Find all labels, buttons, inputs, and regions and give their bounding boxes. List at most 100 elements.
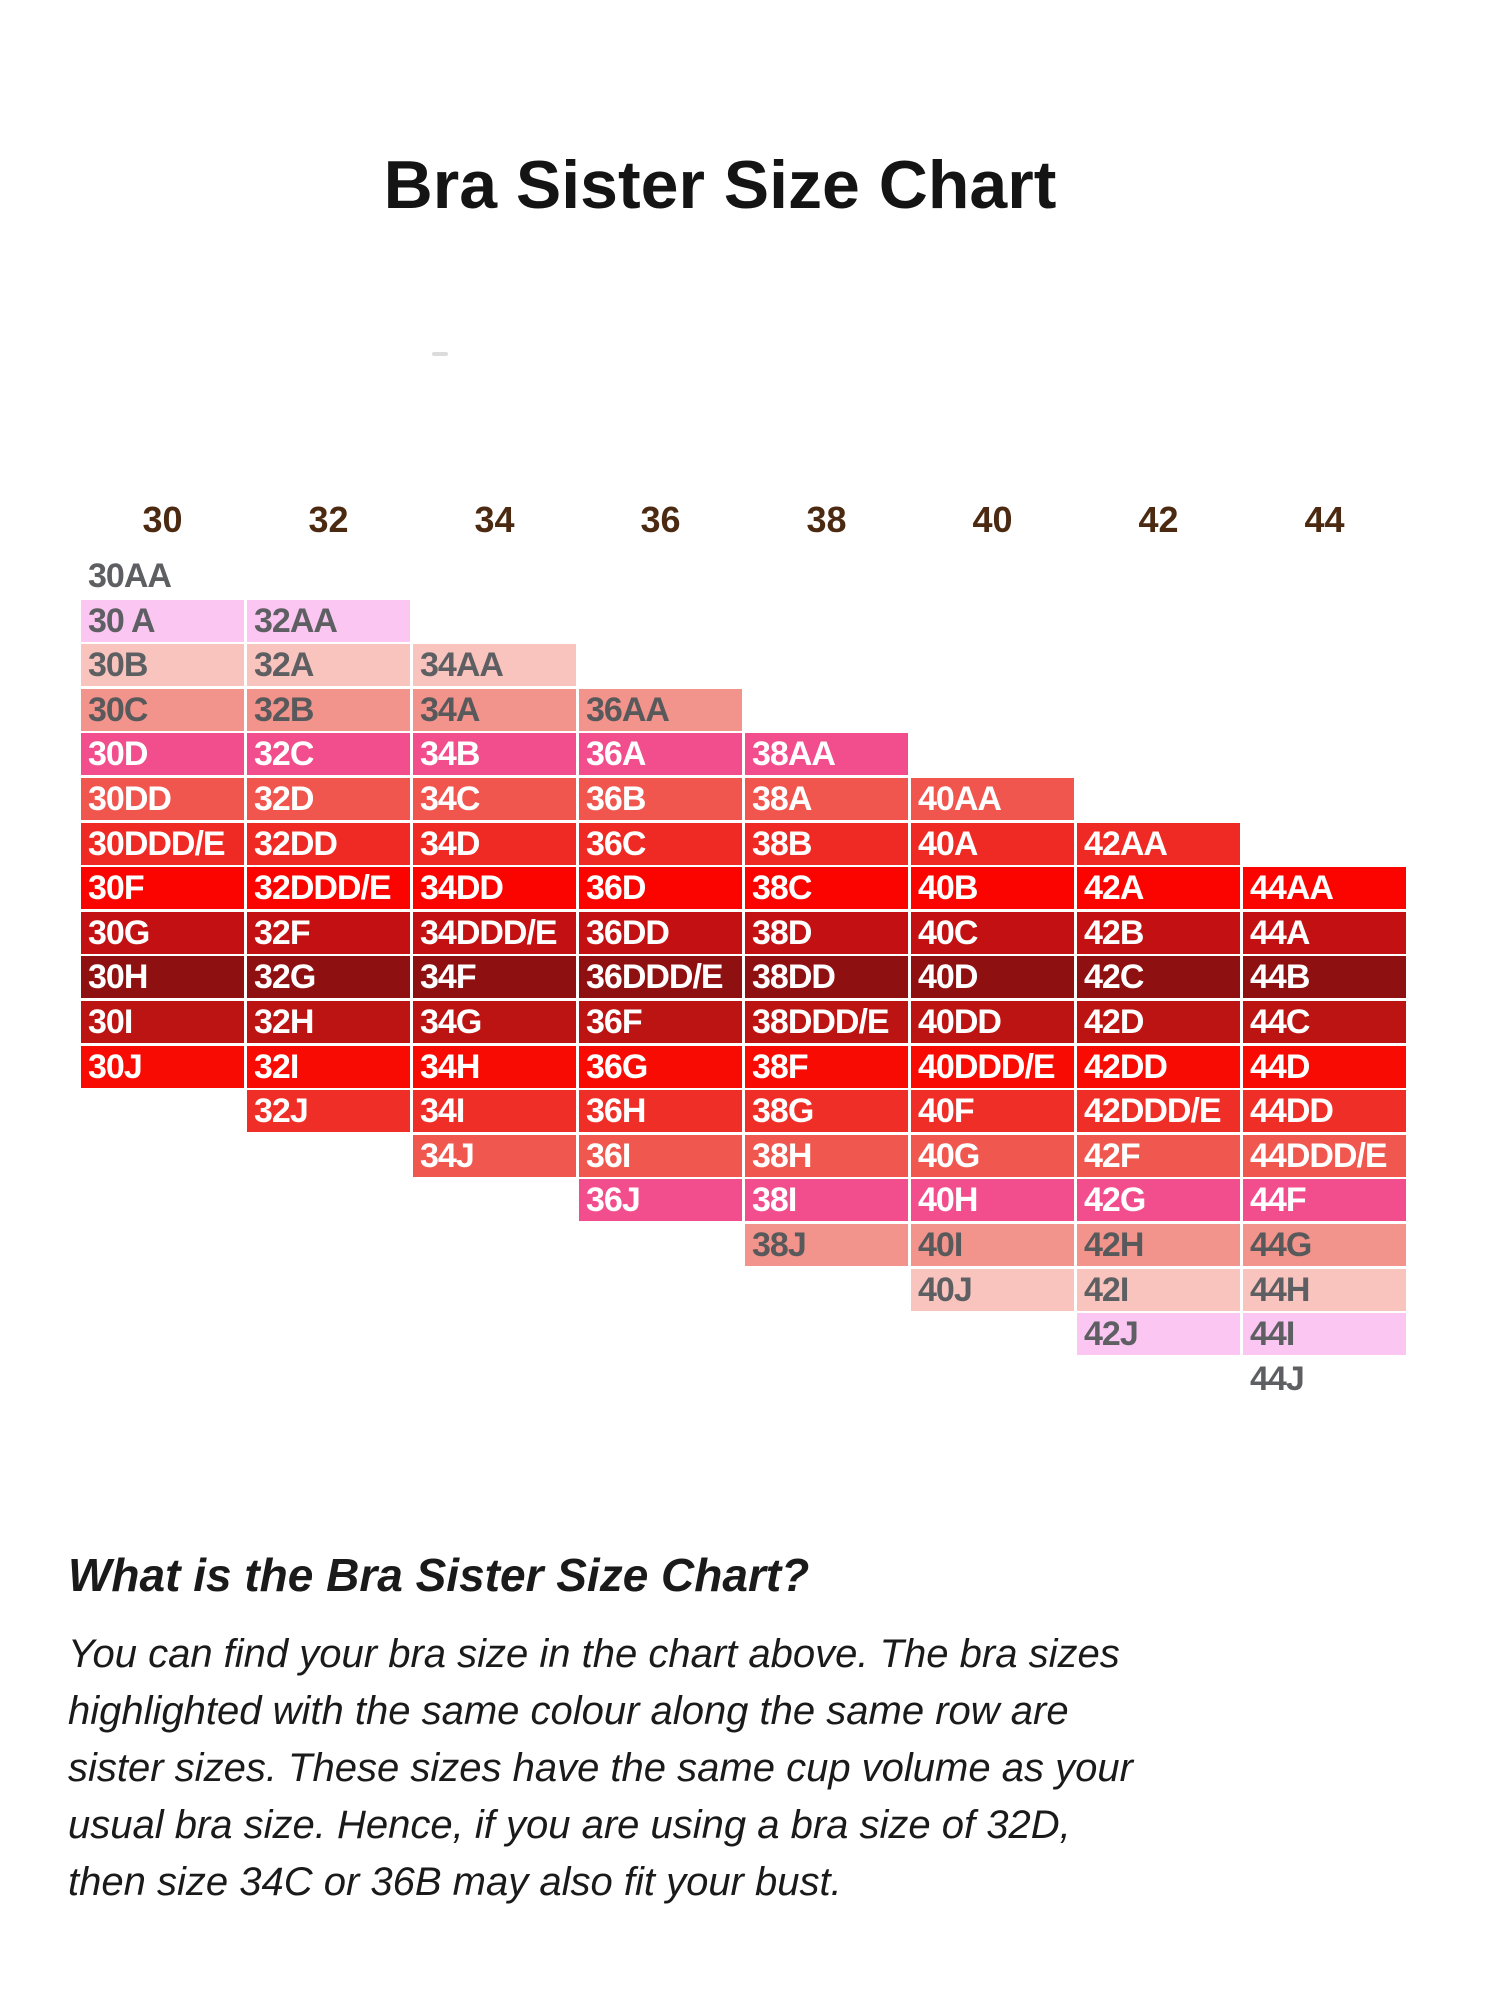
size-cell: 40AA [911,778,1074,820]
size-cell: 42C [1077,956,1240,998]
size-cell: 44AA [1243,867,1406,909]
size-cell: 30C [81,689,244,731]
size-cell: 30G [81,912,244,954]
size-cell: 44A [1243,912,1406,954]
size-cell: 32DDD/E [247,867,410,909]
size-cell: 44C [1243,1001,1406,1043]
size-cell: 38H [745,1135,908,1177]
size-cell: 40B [911,867,1074,909]
size-cell: 36H [579,1090,742,1132]
size-cell: 30I [81,1001,244,1043]
size-cell: 34J [413,1135,576,1177]
size-cell: 36AA [579,689,742,731]
size-cell: 42J [1077,1313,1240,1355]
size-cell: 38D [745,912,908,954]
size-cell: 40DDD/E [911,1046,1074,1088]
size-cell: 32A [247,644,410,686]
size-cell: 30B [81,644,244,686]
size-cell: 38B [745,823,908,865]
size-cell: 42DD [1077,1046,1240,1088]
size-cell: 32DD [247,823,410,865]
size-cell: 30DD [81,778,244,820]
size-cell: 38DD [745,956,908,998]
size-cell: 36C [579,823,742,865]
band-header: 38 [806,499,847,540]
band-header: 42 [1138,499,1179,540]
size-cell: 30H [81,956,244,998]
size-cell: 32C [247,733,410,775]
size-cell: 44G [1243,1224,1406,1266]
size-cell: 34D [413,823,576,865]
size-cell: 32B [247,689,410,731]
size-cell: 40C [911,912,1074,954]
size-cell: 40I [911,1224,1074,1266]
size-cell: 44F [1243,1179,1406,1221]
footer-paragraph-line: usual bra size. Hence, if you are using … [68,1803,1071,1847]
size-cell: 42I [1077,1269,1240,1311]
size-cell: 30AA [81,555,244,597]
size-cell: 34AA [413,644,576,686]
size-cell: 34B [413,733,576,775]
size-cell: 36G [579,1046,742,1088]
size-cell: 36D [579,867,742,909]
size-cell: 42G [1077,1179,1240,1221]
size-cell: 32J [247,1090,410,1132]
size-cell: 32D [247,778,410,820]
band-header: 30 [142,499,183,540]
page-title: Bra Sister Size Chart [383,147,1057,223]
size-cell: 38DDD/E [745,1001,908,1043]
size-cell: 44H [1243,1269,1406,1311]
size-cell: 40F [911,1090,1074,1132]
band-header: 36 [640,499,681,540]
size-cell: 40H [911,1179,1074,1221]
footer-paragraph-line: sister sizes. These sizes have the same … [68,1746,1133,1790]
footer-paragraph-line: highlighted with the same colour along t… [68,1689,1069,1733]
size-cell: 40DD [911,1001,1074,1043]
size-cell: 38F [745,1046,908,1088]
footer-paragraph-line: You can find your bra size in the chart … [68,1632,1120,1676]
size-cell: 44J [1243,1358,1406,1400]
footer-heading: What is the Bra Sister Size Chart? [68,1549,810,1601]
size-cell: 30DDD/E [81,823,244,865]
size-cell: 30D [81,733,244,775]
size-cell: 38I [745,1179,908,1221]
size-cell: 36DDD/E [579,956,742,998]
stray-mark [432,352,448,356]
size-cell: 42F [1077,1135,1240,1177]
size-cell: 38J [745,1224,908,1266]
size-cell: 44DD [1243,1090,1406,1132]
size-cell: 34H [413,1046,576,1088]
size-cell: 36I [579,1135,742,1177]
size-cell: 34DDD/E [413,912,576,954]
size-cell: 44I [1243,1313,1406,1355]
size-cell: 40G [911,1135,1074,1177]
size-cell: 32I [247,1046,410,1088]
size-cell: 30 A [81,600,244,642]
size-cell: 30J [81,1046,244,1088]
size-cell: 38AA [745,733,908,775]
size-cell: 40J [911,1269,1074,1311]
size-cell: 34DD [413,867,576,909]
size-cell: 42DDD/E [1077,1090,1240,1132]
band-header: 44 [1304,499,1345,540]
footer: What is the Bra Sister Size Chart? You c… [68,1548,1168,1911]
size-cell: 38C [745,867,908,909]
size-cell: 30F [81,867,244,909]
size-cell: 42H [1077,1224,1240,1266]
size-cell: 34C [413,778,576,820]
size-cell: 44B [1243,956,1406,998]
size-cell: 34A [413,689,576,731]
size-cell: 32F [247,912,410,954]
size-cell: 40A [911,823,1074,865]
size-cell: 36A [579,733,742,775]
size-cell: 34I [413,1090,576,1132]
size-cell: 34G [413,1001,576,1043]
band-header: 34 [474,499,515,540]
size-cell: 32G [247,956,410,998]
size-cell: 42AA [1077,823,1240,865]
size-cell: 32H [247,1001,410,1043]
size-cell: 38A [745,778,908,820]
size-cell: 44D [1243,1046,1406,1088]
size-cell: 36B [579,778,742,820]
